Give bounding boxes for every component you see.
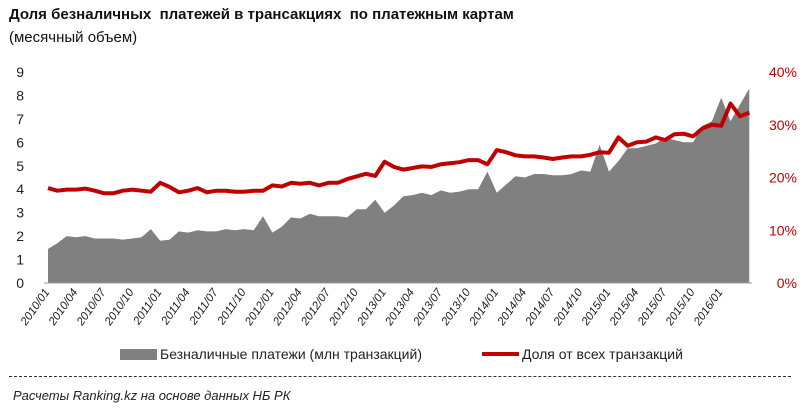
right-axis: 0% 10% 20% 30% 40% xyxy=(769,64,797,291)
x-tick-label: 2011/04 xyxy=(159,287,193,328)
x-tick-label: 2011/07 xyxy=(187,286,221,328)
right-tick-label: 0% xyxy=(777,275,797,291)
legend-label-cashless: Безналичные платежи (млн транзакций) xyxy=(160,346,422,362)
x-tick-label: 2011/01 xyxy=(131,287,165,328)
x-tick-label: 2010/10 xyxy=(102,286,137,328)
chart-title: Доля безналичных платежей в трансакциях … xyxy=(9,6,514,23)
left-tick-label: 3 xyxy=(16,205,24,221)
left-tick-label: 0 xyxy=(16,275,24,291)
right-tick-label: 20% xyxy=(769,170,797,186)
legend-label-share: Доля от всех транзакций xyxy=(522,346,683,362)
divider xyxy=(9,376,791,377)
line-series-share xyxy=(47,101,751,196)
left-tick-label: 6 xyxy=(16,134,24,150)
right-tick-label: 10% xyxy=(769,222,797,238)
line-series-layer xyxy=(47,101,751,196)
left-axis: 0 1 2 3 4 5 6 7 8 9 xyxy=(16,64,24,291)
left-tick-label: 1 xyxy=(16,252,24,268)
source-note: Расчеты Ranking.kz на основе данных НБ Р… xyxy=(13,388,291,403)
legend-swatch-line xyxy=(482,352,519,356)
left-tick-label: 4 xyxy=(16,181,24,197)
right-tick-label: 40% xyxy=(769,64,797,80)
left-tick-label: 7 xyxy=(16,111,24,127)
right-tick-label: 30% xyxy=(769,117,797,133)
legend-item-share: Доля от всех транзакций xyxy=(482,346,683,362)
legend-swatch-area xyxy=(120,348,157,360)
legend-item-cashless: Безналичные платежи (млн транзакций) xyxy=(120,346,422,362)
left-tick-label: 2 xyxy=(16,228,24,244)
x-axis: 2010/012010/042010/072010/102011/012011/… xyxy=(18,286,725,328)
left-tick-label: 8 xyxy=(16,87,24,103)
area-series-layer xyxy=(48,88,750,284)
left-tick-label: 9 xyxy=(16,64,24,80)
area-series-cashless-payments xyxy=(48,88,750,284)
chart-subtitle: (месячный объем) xyxy=(9,29,138,46)
left-tick-label: 5 xyxy=(16,158,24,174)
